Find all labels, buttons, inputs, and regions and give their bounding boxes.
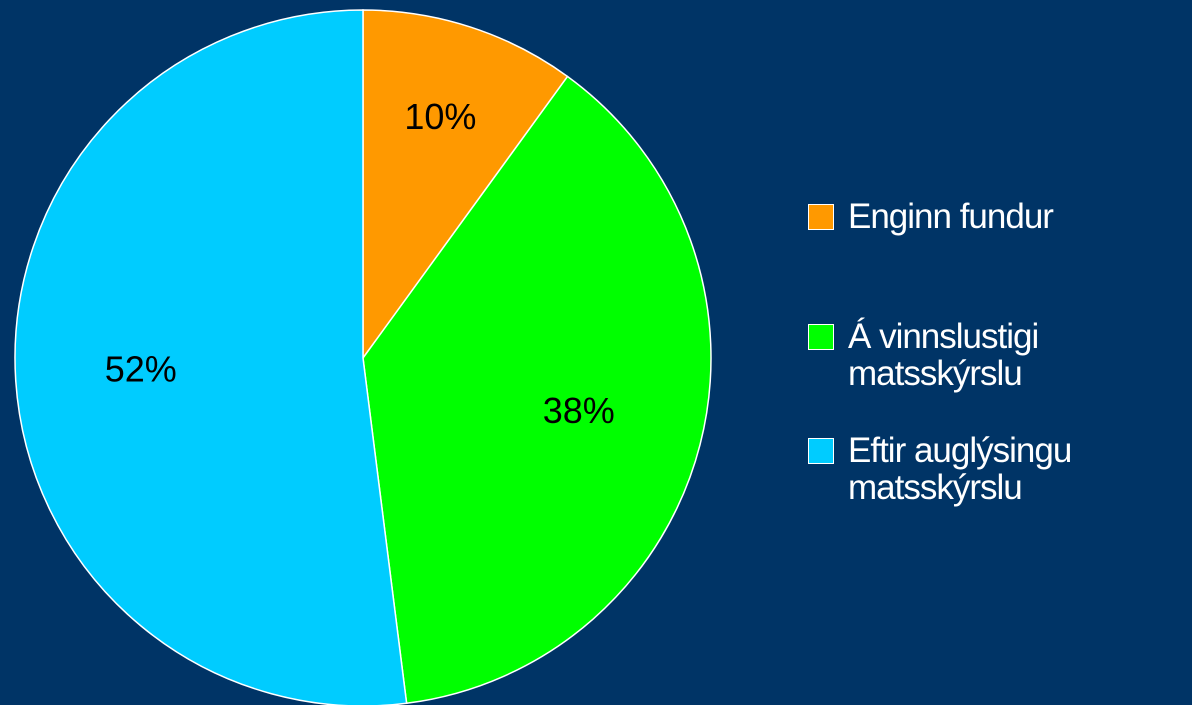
pie-slice [362, 9, 569, 361]
value-label: 10% [404, 96, 476, 137]
value-label: 52% [105, 349, 177, 390]
legend-swatch [808, 204, 834, 230]
pie-slice [362, 75, 712, 705]
value-label: 38% [543, 390, 615, 431]
pie-slice [14, 9, 408, 705]
legend-item: Eftir auglýsingu matsskýrslu [808, 432, 1138, 506]
legend-swatch [808, 324, 834, 350]
legend-label: Eftir auglýsingu matsskýrslu [848, 431, 1072, 507]
legend-item: Á vinnslustigi matsskýrslu [808, 318, 1138, 392]
legend-label: Enginn fundur [848, 197, 1054, 236]
legend-label: Á vinnslustigi matsskýrslu [848, 317, 1039, 393]
legend-swatch [808, 438, 834, 464]
legend-item: Enginn fundur [808, 198, 1138, 235]
